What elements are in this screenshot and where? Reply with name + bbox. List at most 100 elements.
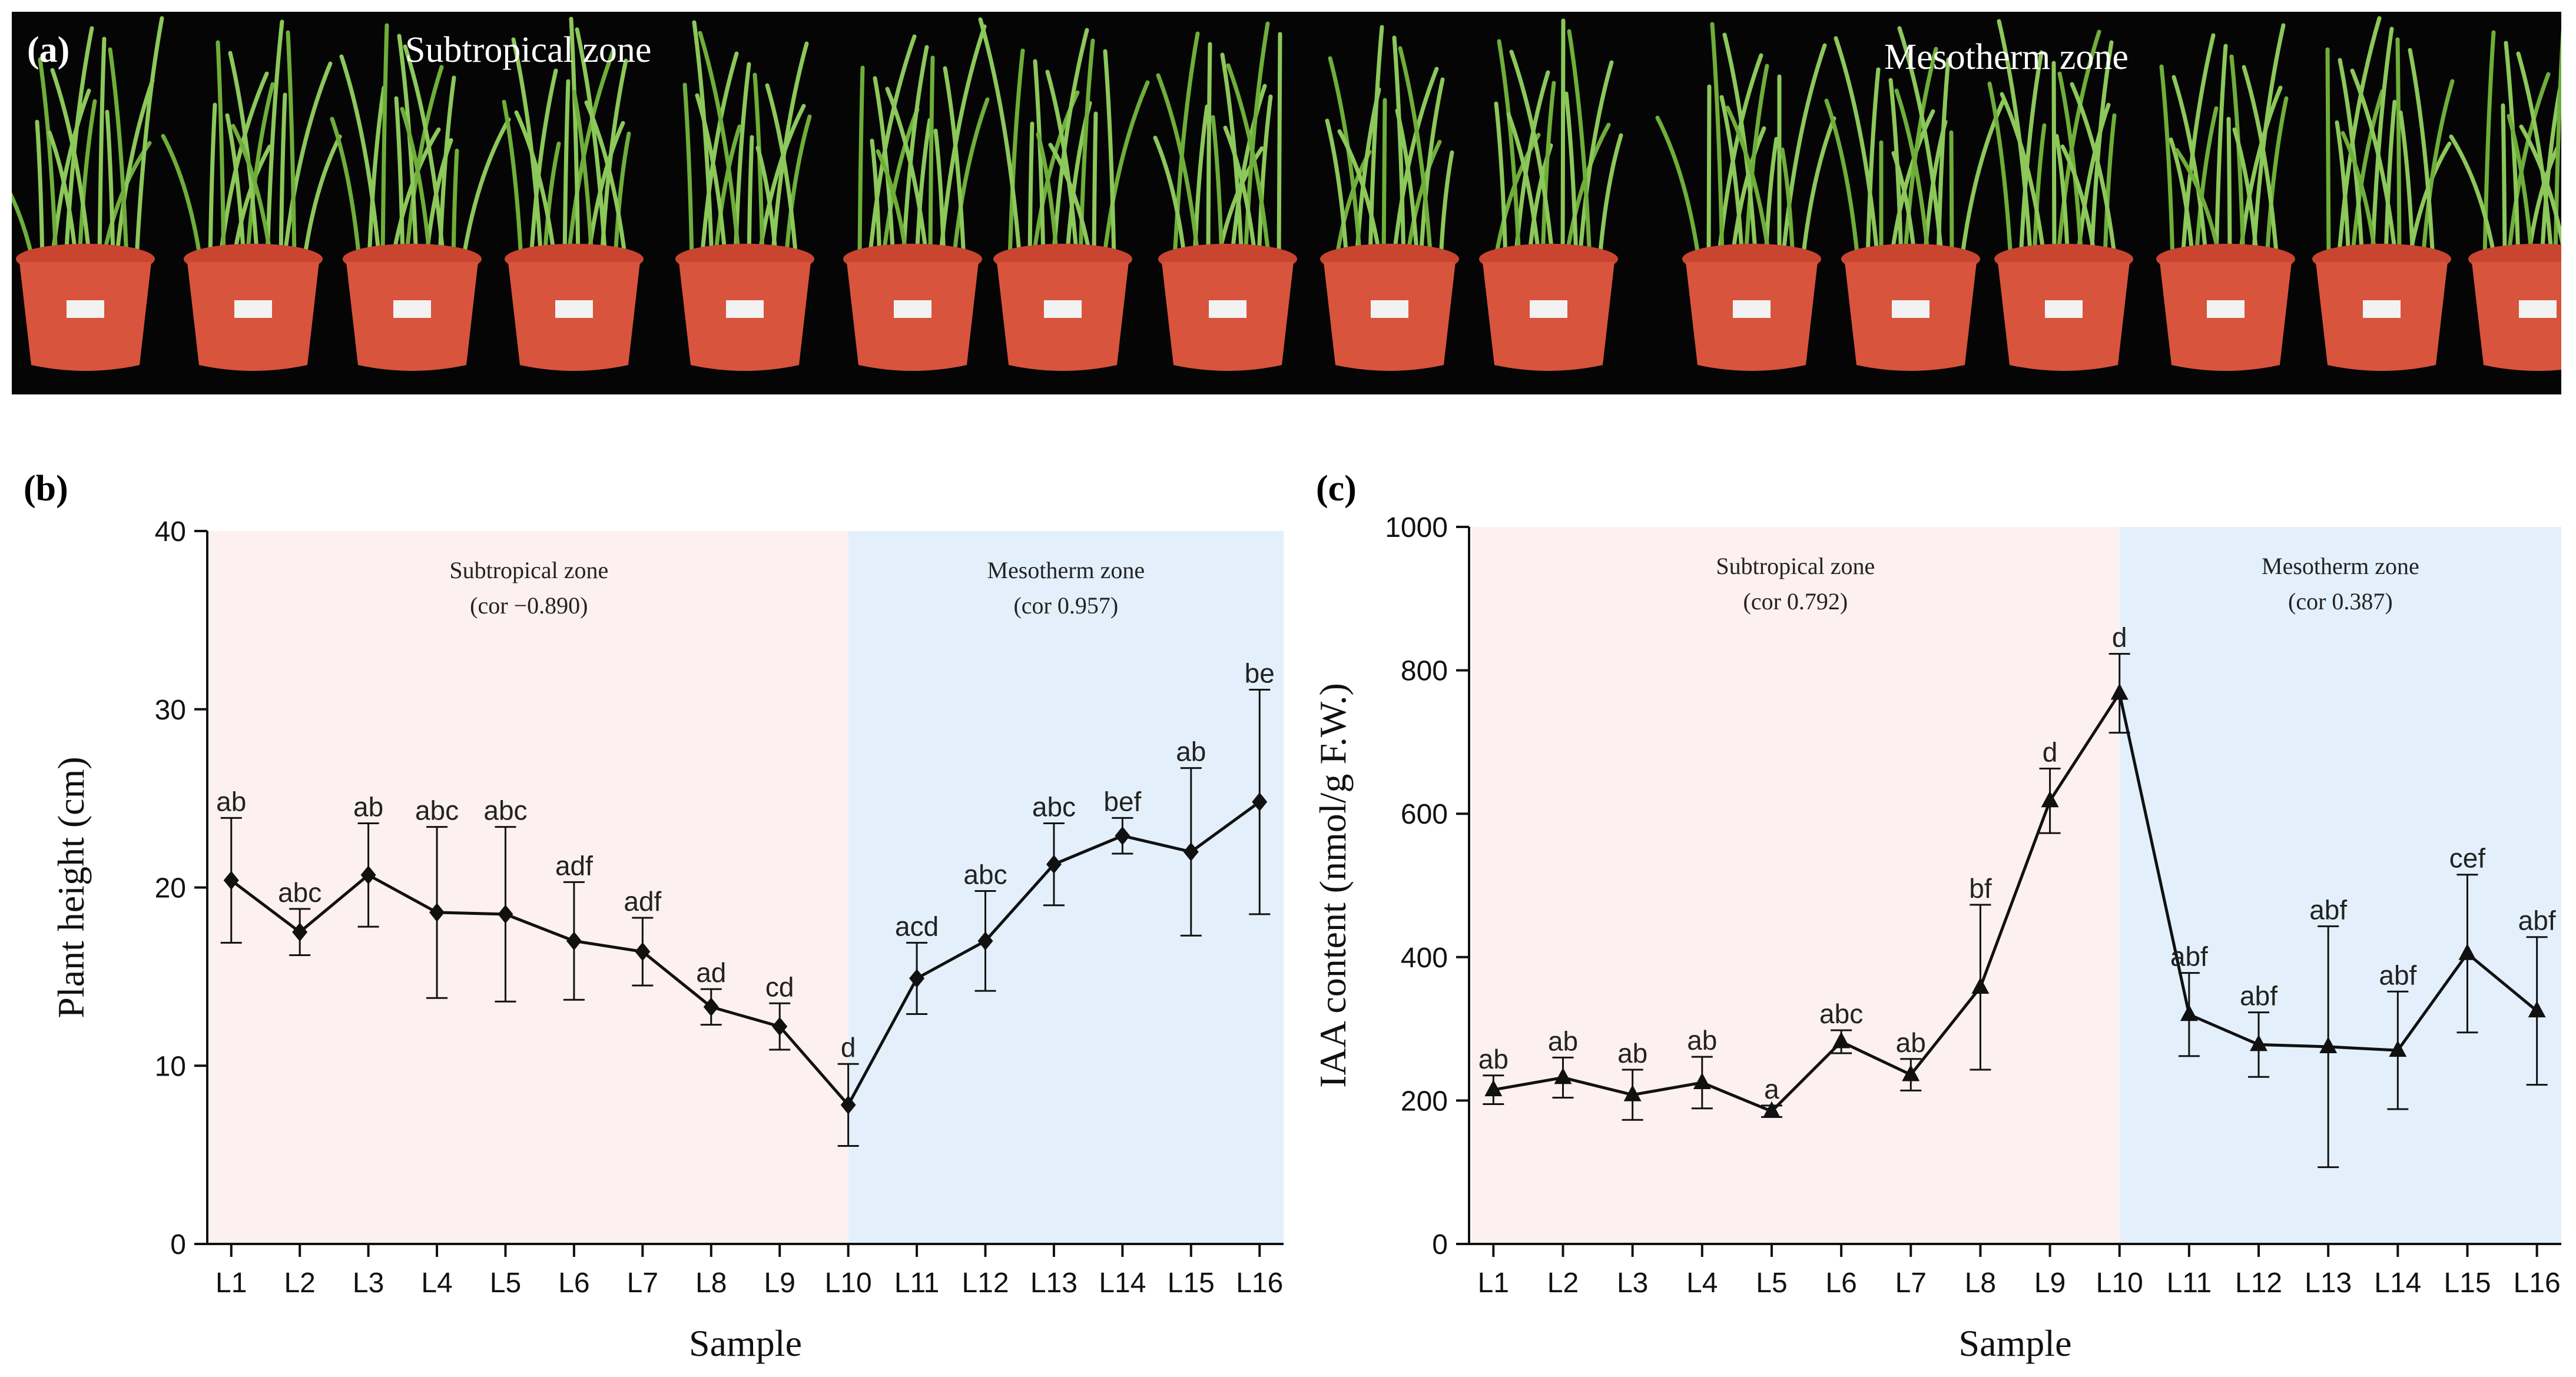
grass-blade [2194, 106, 2219, 261]
data-point [429, 902, 445, 922]
grass-blade [1725, 105, 1772, 261]
significance-label: d [841, 1032, 856, 1063]
grass-blade [400, 107, 432, 261]
grass-blade [404, 65, 444, 261]
pot-label [67, 300, 104, 318]
grass-blade [1564, 91, 1579, 261]
pot-label [894, 300, 931, 318]
data-point [2110, 683, 2129, 700]
grass-blade [1206, 42, 1212, 261]
data-point [1693, 1072, 1711, 1089]
grass-blade [2506, 72, 2551, 261]
x-tick-label: L6 [558, 1267, 589, 1299]
x-tick-label: L8 [1965, 1267, 1996, 1299]
significance-label: abc [483, 795, 527, 826]
grass-blade [2169, 137, 2195, 261]
grass-blade [1325, 118, 1349, 261]
grass-blade [2335, 120, 2351, 261]
grass-blade [765, 83, 798, 261]
grass-blade [1494, 101, 1508, 261]
grass-blade [12, 192, 35, 261]
pot-10 [1479, 18, 1623, 371]
significance-label: acd [895, 911, 939, 941]
grass-blade [2057, 71, 2084, 261]
y-tick-label: 30 [155, 695, 186, 726]
pot-5 [675, 20, 814, 371]
grass-blade [2214, 44, 2228, 261]
significance-label: adf [555, 850, 593, 881]
grass-blade [1730, 126, 1766, 261]
y-tick-label: 0 [170, 1229, 186, 1260]
x-tick-label: L13 [1030, 1267, 1078, 1299]
data-point [2319, 1037, 2338, 1054]
grass-blade [1156, 73, 1201, 261]
grass-blade [2056, 29, 2101, 261]
grass-blade [1540, 81, 1556, 261]
significance-label: ab [1896, 1027, 1926, 1058]
x-tick-label: L5 [1756, 1267, 1787, 1299]
grass-blade [2519, 124, 2561, 248]
zone-band-2 [2119, 527, 2561, 1244]
grass-blade [77, 99, 97, 261]
grass-blade [569, 16, 581, 261]
grass-blade [1051, 28, 1089, 261]
x-tick-label: L3 [1617, 1267, 1648, 1299]
x-tick-label: L1 [1478, 1267, 1509, 1299]
x-axis-title: Sample [1959, 1322, 2072, 1364]
zone-name-1: Subtropical zone [449, 557, 608, 583]
pot-11 [1655, 22, 1836, 371]
grass-blade [1391, 67, 1439, 261]
grass-blade [2383, 99, 2397, 261]
significance-label: abc [278, 877, 321, 908]
grass-blade [1092, 111, 1098, 261]
grass-blade [1949, 130, 1954, 261]
grass-blade [134, 16, 164, 261]
grass-blade [339, 54, 382, 261]
grass-blade [403, 44, 446, 261]
x-tick-label: L9 [2034, 1267, 2066, 1299]
grass-blade [2501, 103, 2507, 261]
zone-name-2: Mesotherm zone [987, 557, 1145, 583]
grass-blade [1497, 39, 1521, 261]
data-point [1832, 1031, 1851, 1048]
grass-blade [2539, 82, 2561, 261]
data-point [635, 942, 651, 961]
grass-blade [50, 68, 92, 261]
grass-blade [1027, 121, 1035, 261]
y-tick-label: 800 [1401, 656, 1448, 687]
grass-blade [784, 114, 812, 261]
grass-blade [2089, 40, 2114, 261]
significance-label: cd [765, 971, 794, 1002]
pot-label [1209, 300, 1246, 318]
grass-blade [2265, 96, 2289, 261]
data-point [2389, 1040, 2407, 1057]
grass-blade [265, 19, 284, 261]
grass-blade [747, 135, 754, 261]
series-line [1493, 689, 2538, 1113]
zone-band-1 [1471, 527, 2120, 1244]
y-tick-label: 200 [1401, 1086, 1448, 1117]
significance-label: abf [2309, 894, 2347, 925]
significance-label: be [1245, 658, 1275, 688]
grass-blade [682, 82, 694, 261]
significance-label: bef [1103, 786, 1141, 817]
x-tick-label: L15 [1168, 1267, 1215, 1299]
pot-2 [161, 19, 342, 371]
grass-blade [1277, 32, 1282, 261]
x-tick-label: L16 [2514, 1267, 2561, 1299]
grass-blade [2325, 47, 2331, 261]
data-point [1762, 1101, 1781, 1118]
significance-label: abf [2379, 960, 2416, 990]
plant-height-chart: Subtropical zone (cor −0.890) Mesotherm zo… [50, 516, 1284, 1364]
photo-title-mesotherm: Mesotherm zone [1884, 37, 2129, 77]
x-tick-label: L11 [2167, 1267, 2212, 1299]
x-tick-label: L11 [894, 1267, 940, 1299]
pot-8 [1153, 21, 1297, 371]
data-point [292, 923, 308, 942]
grass-blade [575, 27, 608, 261]
pot-6 [843, 24, 990, 371]
significance-label: ab [1617, 1038, 1647, 1069]
grass-blade [2180, 33, 2216, 261]
pot-12 [1824, 26, 2005, 371]
grass-blade [1897, 26, 1944, 261]
